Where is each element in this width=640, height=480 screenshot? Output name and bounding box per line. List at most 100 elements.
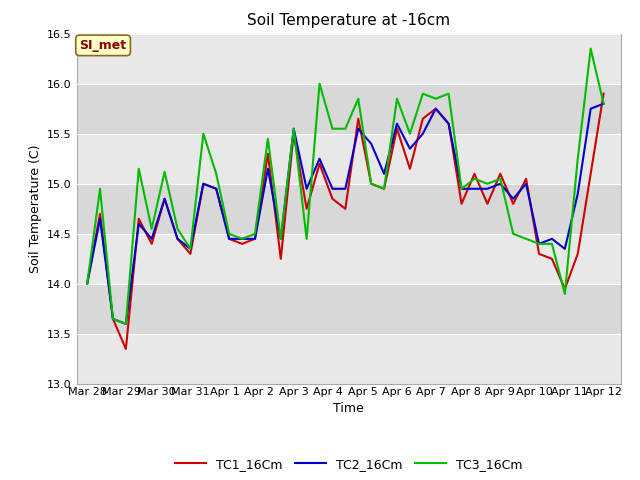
TC1_16Cm <box>225 236 233 242</box>
TC2_16Cm <box>458 186 465 192</box>
TC1_16Cm <box>600 91 607 96</box>
TC2_16Cm <box>548 236 556 242</box>
TC1_16Cm <box>173 236 181 242</box>
TC1_16Cm <box>458 201 465 207</box>
TC3_16Cm <box>238 236 246 242</box>
TC3_16Cm <box>380 186 388 192</box>
TC3_16Cm <box>122 321 130 327</box>
TC2_16Cm <box>109 316 116 322</box>
TC1_16Cm <box>367 181 375 187</box>
TC2_16Cm <box>509 196 517 202</box>
TC2_16Cm <box>600 101 607 107</box>
TC3_16Cm <box>432 96 440 102</box>
TC1_16Cm <box>380 186 388 192</box>
TC1_16Cm <box>96 211 104 216</box>
TC1_16Cm <box>535 251 543 257</box>
TC2_16Cm <box>328 186 336 192</box>
TC3_16Cm <box>200 131 207 137</box>
TC2_16Cm <box>238 236 246 242</box>
TC2_16Cm <box>148 236 156 242</box>
TC3_16Cm <box>355 96 362 102</box>
TC3_16Cm <box>109 316 116 322</box>
TC3_16Cm <box>328 126 336 132</box>
TC1_16Cm <box>497 171 504 177</box>
TC2_16Cm <box>316 156 323 162</box>
TC3_16Cm <box>548 241 556 247</box>
TC1_16Cm <box>316 161 323 167</box>
TC1_16Cm <box>148 241 156 247</box>
TC3_16Cm <box>367 181 375 187</box>
Text: SI_met: SI_met <box>79 39 127 52</box>
TC2_16Cm <box>497 181 504 187</box>
TC2_16Cm <box>187 246 195 252</box>
TC3_16Cm <box>535 241 543 247</box>
TC2_16Cm <box>135 221 143 227</box>
TC2_16Cm <box>367 141 375 146</box>
TC3_16Cm <box>522 236 530 242</box>
TC1_16Cm <box>355 116 362 121</box>
Line: TC1_16Cm: TC1_16Cm <box>87 94 604 349</box>
TC2_16Cm <box>380 171 388 177</box>
Line: TC3_16Cm: TC3_16Cm <box>87 48 604 324</box>
TC1_16Cm <box>522 176 530 181</box>
TC3_16Cm <box>600 101 607 107</box>
TC3_16Cm <box>316 81 323 86</box>
TC3_16Cm <box>264 136 272 142</box>
TC1_16Cm <box>303 206 310 212</box>
TC3_16Cm <box>561 291 569 297</box>
TC2_16Cm <box>173 236 181 242</box>
Bar <box>77 34 621 84</box>
TC2_16Cm <box>355 126 362 132</box>
TC3_16Cm <box>419 91 427 96</box>
TC1_16Cm <box>212 186 220 192</box>
TC1_16Cm <box>277 256 285 262</box>
TC1_16Cm <box>328 196 336 202</box>
TC1_16Cm <box>574 251 582 257</box>
TC2_16Cm <box>264 166 272 172</box>
TC2_16Cm <box>406 146 413 152</box>
TC3_16Cm <box>187 246 195 252</box>
TC1_16Cm <box>432 106 440 111</box>
TC1_16Cm <box>342 206 349 212</box>
Bar <box>77 184 621 234</box>
TC1_16Cm <box>122 346 130 352</box>
TC3_16Cm <box>342 126 349 132</box>
TC3_16Cm <box>484 181 492 187</box>
TC2_16Cm <box>574 191 582 197</box>
TC3_16Cm <box>470 176 478 181</box>
Bar <box>77 134 621 184</box>
TC3_16Cm <box>406 131 413 137</box>
TC2_16Cm <box>535 241 543 247</box>
TC1_16Cm <box>264 151 272 156</box>
TC2_16Cm <box>432 106 440 111</box>
TC1_16Cm <box>587 171 595 177</box>
TC2_16Cm <box>470 186 478 192</box>
TC2_16Cm <box>277 236 285 242</box>
TC2_16Cm <box>342 186 349 192</box>
TC2_16Cm <box>161 196 168 202</box>
TC2_16Cm <box>251 236 259 242</box>
TC3_16Cm <box>393 96 401 102</box>
TC2_16Cm <box>561 246 569 252</box>
TC2_16Cm <box>96 216 104 222</box>
TC2_16Cm <box>83 281 91 287</box>
TC2_16Cm <box>419 131 427 137</box>
TC2_16Cm <box>484 186 492 192</box>
TC1_16Cm <box>109 316 116 322</box>
TC3_16Cm <box>135 166 143 172</box>
TC3_16Cm <box>290 126 298 132</box>
TC2_16Cm <box>587 106 595 111</box>
TC3_16Cm <box>277 236 285 242</box>
TC2_16Cm <box>225 236 233 242</box>
TC3_16Cm <box>574 156 582 162</box>
TC2_16Cm <box>212 186 220 192</box>
Bar <box>77 84 621 134</box>
Bar <box>77 284 621 334</box>
TC1_16Cm <box>135 216 143 222</box>
TC2_16Cm <box>290 126 298 132</box>
TC2_16Cm <box>303 186 310 192</box>
TC3_16Cm <box>148 226 156 232</box>
TC2_16Cm <box>445 121 452 127</box>
TC3_16Cm <box>96 186 104 192</box>
TC1_16Cm <box>470 171 478 177</box>
